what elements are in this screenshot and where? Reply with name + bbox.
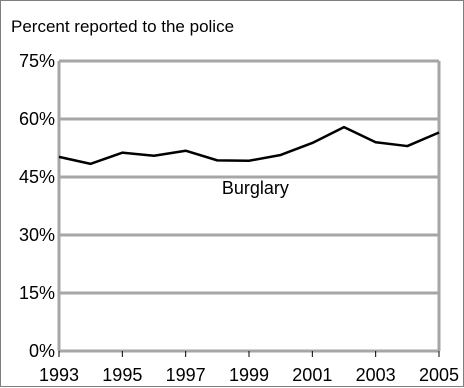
series-layer [58,125,440,166]
x-tick-label: 2001 [292,365,332,385]
series-line-burglary [58,125,440,166]
grid-layer [59,59,439,353]
y-tick-label: 30% [19,225,55,245]
series-label-burglary: Burglary [222,178,289,198]
x-tick-label: 2003 [356,365,396,385]
y-tick-label: 15% [19,283,55,303]
plot-frame [57,61,441,351]
x-tick-label: 1993 [39,365,79,385]
y-tick-label: 0% [29,341,55,361]
chart-title: Percent reported to the police [11,17,234,36]
x-tick-label: 1997 [166,365,206,385]
x-tick-label: 1995 [102,365,142,385]
x-tick-label: 2005 [419,365,459,385]
y-axis-ticks: 0% 15% 30% 45% 60% 75% [19,51,55,361]
y-tick-label: 75% [19,51,55,71]
x-axis-ticks: 1993 1995 1997 1999 2001 2003 2005 [39,351,459,385]
annotation-layer: Burglary [222,178,289,198]
y-tick-label: 60% [19,109,55,129]
y-tick-label: 45% [19,167,55,187]
x-tick-label: 1999 [229,365,269,385]
